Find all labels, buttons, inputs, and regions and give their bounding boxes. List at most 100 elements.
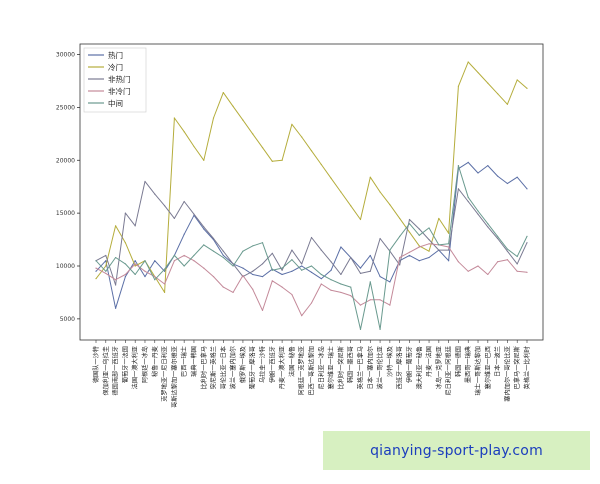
y-tick-label: 15000 [56, 210, 75, 217]
data-point [242, 119, 244, 121]
data-point [252, 270, 254, 272]
data-point [252, 245, 254, 247]
footer-url-text: qianying-sport-play.com [370, 442, 543, 459]
data-point [516, 79, 518, 81]
data-point [497, 175, 499, 177]
data-point [124, 242, 126, 244]
data-point [467, 270, 469, 272]
data-point [261, 263, 264, 265]
data-point [340, 246, 342, 248]
data-point [379, 275, 381, 278]
data-point [506, 182, 509, 185]
data-point [212, 117, 215, 119]
data-point [506, 259, 509, 261]
x-tick-label: 伊朗一葡萄牙 [405, 346, 413, 383]
data-point [379, 328, 381, 331]
data-point [330, 177, 332, 179]
legend-box [83, 47, 147, 113]
data-point [124, 263, 126, 265]
data-point [291, 259, 293, 261]
data-point [428, 256, 430, 259]
series-line [95, 243, 528, 317]
data-point [271, 252, 273, 254]
x-tick-label: 韩国一墨西哥 [347, 346, 355, 383]
data-point [173, 260, 175, 262]
data-point [477, 172, 479, 174]
data-point [487, 226, 489, 228]
data-point [389, 304, 391, 306]
data-point [183, 233, 185, 235]
series-1 [95, 61, 528, 294]
data-point [203, 267, 205, 269]
legend-label: 非热门 [108, 74, 131, 84]
data-point [408, 251, 411, 253]
y-tick-label: 20000 [56, 157, 75, 164]
data-point [399, 256, 401, 259]
data-point [183, 131, 185, 133]
data-point [438, 217, 440, 220]
x-tick-label: 德国队一沙特 [92, 346, 100, 383]
data-point [350, 286, 352, 288]
data-point [340, 283, 342, 285]
data-point [301, 265, 303, 267]
data-point [261, 275, 264, 278]
data-point [203, 244, 205, 246]
data-point [477, 71, 479, 74]
x-tick-label: 墨西哥一瑞典 [464, 346, 472, 383]
data-point [281, 273, 283, 276]
legend-label: 热门 [108, 50, 123, 60]
data-point [526, 271, 528, 273]
data-point [516, 270, 518, 272]
data-point [124, 275, 126, 278]
x-tick-label: 突尼斯一英格兰 [210, 346, 218, 389]
data-point [526, 235, 528, 237]
data-point [330, 261, 332, 263]
data-point [154, 275, 156, 278]
data-point [163, 268, 166, 270]
data-point [320, 283, 322, 285]
data-point [497, 235, 499, 237]
y-tick-label: 10000 [56, 263, 75, 270]
data-point [389, 204, 391, 206]
legend-label: 冷门 [108, 62, 123, 72]
data-point [173, 254, 175, 257]
data-point [457, 164, 460, 167]
x-tick-label: 阿根廷一克罗地亚 [298, 346, 306, 396]
data-point [95, 270, 97, 272]
data-point [154, 193, 156, 195]
watermark: 知乎 @Cossin [434, 411, 520, 427]
data-point [291, 293, 293, 296]
x-tick-label: 日本一塞内加尔 [366, 346, 374, 389]
x-tick-label: 塞内加尔一哥伦比亚 [503, 346, 511, 402]
data-point [477, 265, 479, 267]
data-point [369, 254, 371, 257]
x-tick-label: 西班牙一摩洛哥 [396, 346, 404, 389]
data-point [467, 161, 469, 163]
x-tick-label: 日本一波兰 [494, 346, 502, 377]
data-point [134, 263, 136, 265]
data-point [310, 265, 313, 267]
x-tick-label: 瑞士一哥斯达黎加 [474, 346, 482, 396]
data-point [193, 260, 195, 262]
x-axis: 德国队一沙特 保加利亚一乌拉圭 德国南部一西班牙 葡萄牙一法国 法国一澳大利亚 阿根廷一冰… [92, 340, 531, 408]
x-tick-label: 丹麦一法国 [425, 346, 433, 377]
x-tick-label: 塞尔维亚一瑞士 [327, 346, 335, 389]
data-point [232, 265, 234, 267]
data-point [359, 304, 362, 306]
data-point [301, 269, 303, 271]
data-point [320, 273, 322, 276]
data-point [114, 256, 117, 259]
data-point [134, 273, 136, 276]
data-point [418, 245, 420, 247]
data-point [497, 237, 499, 240]
data-point [144, 260, 146, 262]
data-point [359, 272, 362, 274]
data-point [516, 255, 518, 258]
data-point [526, 188, 528, 190]
data-point [134, 225, 136, 227]
data-point [144, 270, 146, 272]
x-tick-label: 德国南部一西班牙 [112, 346, 120, 396]
data-point [418, 234, 420, 236]
x-tick-label: 沙特一埃及 [386, 346, 394, 377]
data-point [438, 244, 440, 246]
